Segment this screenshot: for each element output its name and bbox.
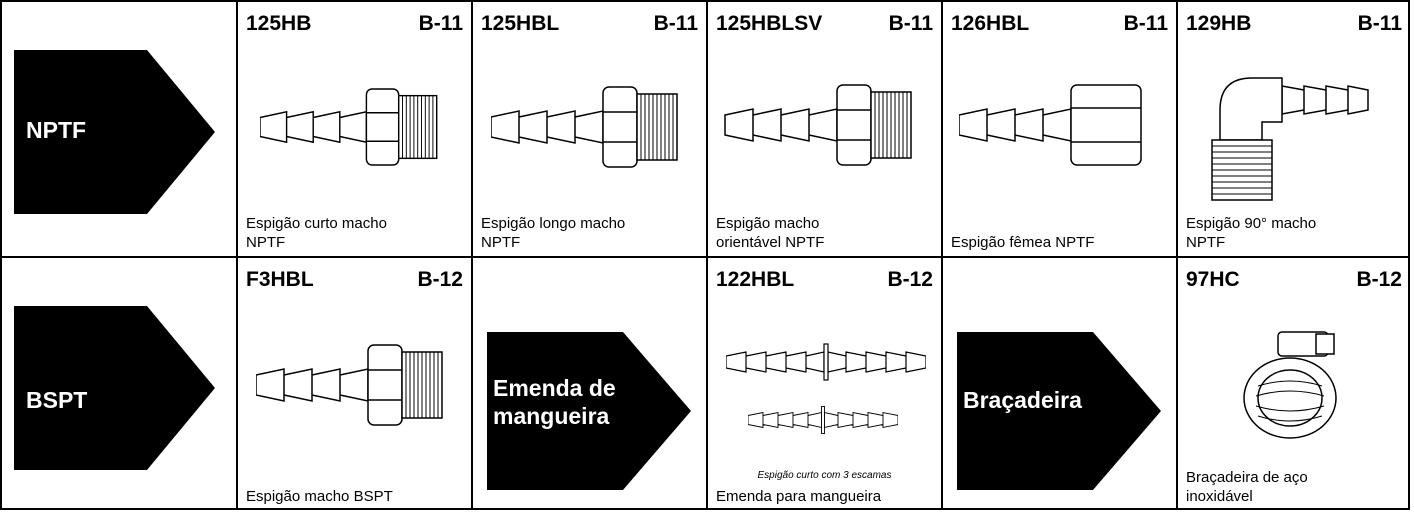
- product-cell: 125HB B-11 Espigão curto macho NPTF: [238, 2, 473, 258]
- arrow-label-line: Emenda de: [493, 375, 616, 401]
- fitting-image: [720, 80, 930, 170]
- product-code: 125HB: [246, 12, 312, 35]
- caption-line: Espigão 90° macho: [1186, 215, 1317, 232]
- product-cell: 97HC B-12 Braçadeira de aço inoxidável: [1178, 258, 1410, 510]
- splice-image: [748, 400, 898, 440]
- product-cell: 122HBL B-12 Espigão curto com 3 escamas …: [708, 258, 943, 510]
- image-note: Espigão curto com 3 escamas: [757, 470, 892, 481]
- caption: Emenda para mangueira: [716, 487, 881, 506]
- arrow-cell: Braçadeira: [943, 258, 1178, 510]
- page-ref: B-12: [417, 268, 463, 291]
- caption-line: Braçadeira de aço: [1186, 469, 1308, 486]
- arrow-label: Emenda de mangueira: [493, 374, 616, 430]
- caption-line: Espigão longo macho: [481, 215, 626, 232]
- caption: Espigão longo macho NPTF: [481, 214, 625, 252]
- caption-line: Emenda para mangueira: [716, 488, 882, 505]
- caption-line: NPTF: [481, 234, 521, 251]
- caption-line: Espigão fêmea NPTF: [951, 234, 1095, 251]
- product-code: 126HBL: [951, 12, 1030, 35]
- product-cell: 125HBL B-11 Espigão longo macho NPTF: [473, 2, 708, 258]
- arrow-label-line: Braçadeira: [963, 387, 1082, 413]
- caption-line: NPTF: [1186, 234, 1226, 251]
- arrow: [14, 50, 215, 214]
- product-cell: 129HB B-11 Espigão 90° macho NPTF: [1178, 2, 1410, 258]
- caption: Espigão curto macho NPTF: [246, 214, 387, 252]
- product-code: 125HBLSV: [716, 12, 823, 35]
- product-cell: 126HBL B-11 Espigão fêmea NPTF: [943, 2, 1178, 258]
- fitting-image: [1211, 77, 1369, 201]
- row-label: BSPT: [26, 387, 88, 413]
- caption-line: Espigão macho BSPT: [246, 488, 393, 505]
- clamp-image: [1243, 331, 1337, 439]
- fitting-image: [256, 340, 456, 430]
- splice-image: [726, 342, 926, 382]
- page-ref: B-12: [1356, 268, 1402, 291]
- product-cell: 125HBLSV B-11 Espigão macho orientável NP…: [708, 2, 943, 258]
- caption-line: Espigão macho: [716, 215, 820, 232]
- page-ref: B-11: [1123, 12, 1168, 35]
- product-code: 122HBL: [716, 268, 795, 291]
- product-cell: F3HBL B-12 Espigão macho BSPT: [238, 258, 473, 510]
- page-ref: B-11: [418, 12, 463, 35]
- caption-line: inoxidável: [1186, 488, 1253, 505]
- caption: Espigão macho BSPT: [246, 487, 393, 506]
- fitting-image: [260, 82, 450, 172]
- product-code: 129HB: [1186, 12, 1252, 35]
- caption: Espigão 90° macho NPTF: [1186, 214, 1316, 252]
- arrow: [14, 306, 215, 470]
- arrow-cell: Emenda de mangueira: [473, 258, 708, 510]
- fitting-image: [959, 80, 1159, 170]
- arrow: [957, 332, 1161, 490]
- caption-line: orientável NPTF: [716, 234, 825, 251]
- caption: Espigão macho orientável NPTF: [716, 214, 824, 252]
- page-ref: B-11: [888, 12, 933, 35]
- arrow: [487, 332, 691, 490]
- caption: Braçadeira de aço inoxidável: [1186, 468, 1308, 506]
- page-ref: B-11: [1357, 12, 1402, 35]
- caption-line: NPTF: [246, 234, 286, 251]
- product-code: 97HC: [1186, 268, 1240, 291]
- row-header: NPTF: [2, 2, 238, 258]
- row-label: NPTF: [26, 117, 87, 143]
- arrow-label-line: mangueira: [493, 403, 610, 429]
- product-code: F3HBL: [246, 268, 314, 291]
- arrow-label: Braçadeira: [963, 386, 1082, 414]
- caption: Espigão fêmea NPTF: [951, 233, 1094, 252]
- caption-line: Espigão curto macho: [246, 215, 387, 232]
- row-header: BSPT: [2, 258, 238, 510]
- product-code: 125HBL: [481, 12, 560, 35]
- page-ref: B-11: [653, 12, 698, 35]
- page-ref: B-12: [887, 268, 933, 291]
- fitting-image: [491, 82, 691, 172]
